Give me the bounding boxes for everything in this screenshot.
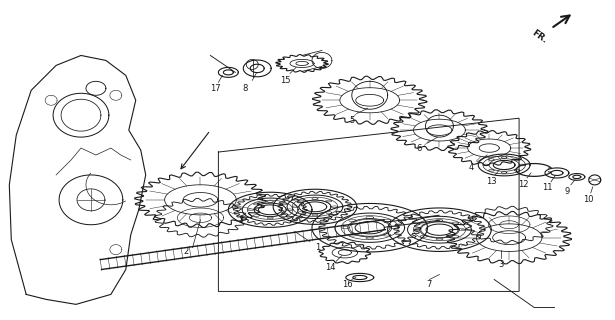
Text: 2: 2: [183, 247, 188, 256]
Text: 16: 16: [343, 280, 353, 289]
Text: 12: 12: [518, 180, 528, 189]
Text: 13: 13: [486, 177, 496, 187]
Text: 10: 10: [584, 195, 594, 204]
Text: 1: 1: [315, 243, 320, 252]
Text: FR.: FR.: [530, 28, 549, 45]
Text: 11: 11: [542, 183, 552, 192]
Text: 4: 4: [469, 164, 474, 172]
Text: 6: 6: [417, 144, 423, 153]
Text: 15: 15: [280, 76, 290, 85]
Text: 14: 14: [325, 263, 335, 272]
Text: 5: 5: [349, 116, 354, 125]
Text: 8: 8: [242, 84, 248, 93]
Text: 9: 9: [564, 188, 569, 196]
Text: 3: 3: [499, 260, 504, 269]
Text: 7: 7: [427, 280, 432, 289]
Text: 17: 17: [210, 84, 221, 93]
